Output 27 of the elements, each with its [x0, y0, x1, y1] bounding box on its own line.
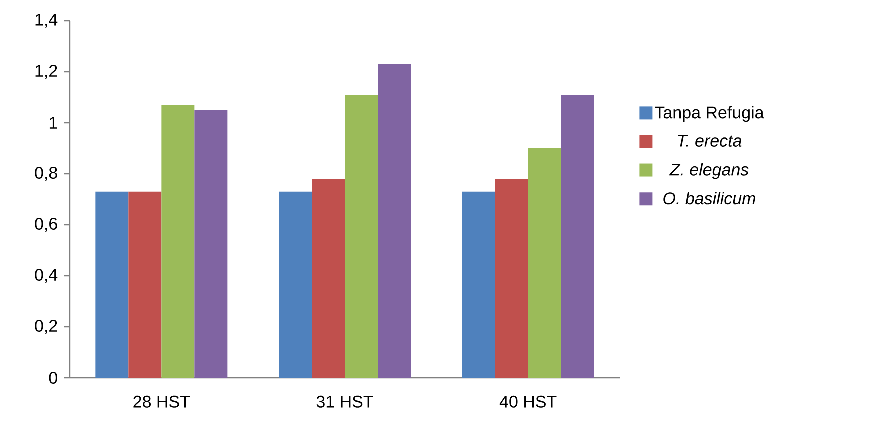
y-tick-label: 0,4: [35, 268, 58, 284]
bar: [378, 64, 412, 378]
bar: [462, 192, 496, 378]
legend-label: Tanpa Refugia: [655, 106, 764, 122]
x-tick-label: 40 HST: [500, 396, 557, 408]
y-tick-label: 0,2: [35, 320, 58, 334]
bar: [312, 179, 346, 378]
bar: [528, 148, 562, 378]
legend-label: T. erecta: [678, 135, 742, 147]
y-tick-label: 0,8: [35, 166, 58, 182]
legend-label: Z. elegans: [669, 163, 749, 180]
bar: [162, 105, 195, 378]
bar: [495, 179, 528, 378]
bar: [561, 94, 594, 378]
y-tick-label: 1,2: [36, 64, 58, 80]
x-tick-label: 31 HST: [316, 396, 374, 408]
y-tick-label: 1,4: [36, 14, 58, 28]
bar: [279, 192, 312, 378]
bar: [194, 110, 228, 378]
bar: [128, 192, 162, 378]
legend-label: O. basilicum: [664, 192, 756, 205]
x-tick-label: 28 HST: [134, 396, 190, 408]
y-tick-label: 0,6: [35, 218, 58, 232]
y-tick-label: 0: [49, 372, 58, 384]
bar: [345, 94, 378, 378]
bar: [96, 192, 129, 378]
y-tick-label: 1: [50, 117, 58, 129]
